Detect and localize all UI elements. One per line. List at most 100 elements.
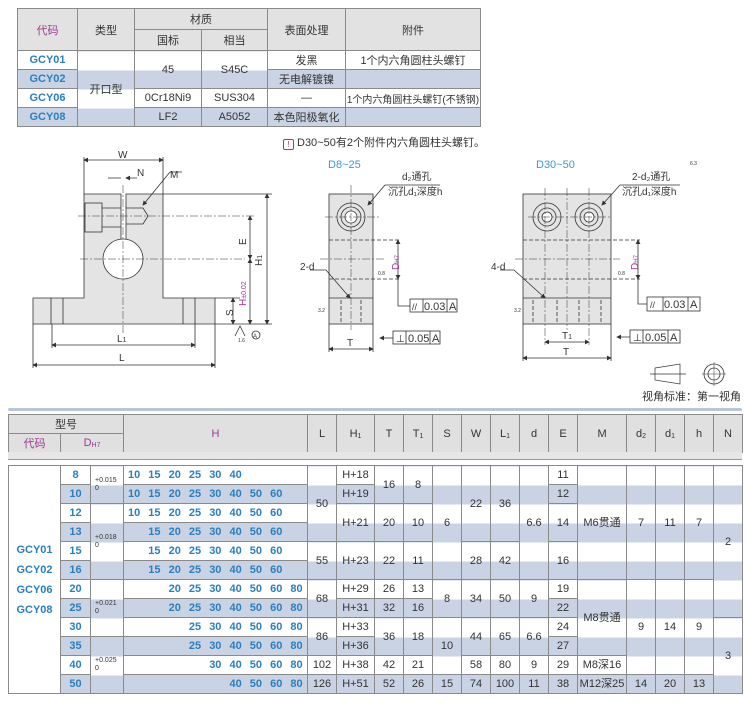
label-e: E <box>238 238 249 245</box>
t-cell: 36 <box>374 617 404 656</box>
h-value: 25 <box>188 507 202 519</box>
view-title-d8-25: D8~25 <box>328 159 361 171</box>
t-cell: 42 <box>374 655 404 675</box>
svg-text:T1: T1 <box>562 331 572 342</box>
label-h1: H <box>254 259 265 266</box>
table-row: GCY02 无电解镀镍 <box>17 69 481 89</box>
hole-label: d₂通孔 <box>402 171 431 183</box>
h-value: 60 <box>270 526 283 538</box>
h-values-cell: 20 25 30 40 50 60 80 <box>123 579 308 599</box>
t1-cell: 11 <box>403 541 433 580</box>
std-cell: 0Cr18Ni9 <box>134 88 202 108</box>
d-cell: 15 <box>60 541 91 561</box>
svg-text:⊥: ⊥ <box>633 333 642 344</box>
std-cell: LF2 <box>134 107 202 127</box>
table-row: GCY01 GCY02 GCY06 GCY08 8 +0.015 0 10 15 20 25 30 40… <box>8 465 743 694</box>
s-cell: 6 <box>432 465 462 580</box>
h-value: 20 <box>168 602 181 614</box>
h-cell: 7 <box>684 465 714 580</box>
h-value: 30 <box>209 526 222 538</box>
h-value: 80 <box>290 640 303 652</box>
table-row: 25 20 25 30 40 50 60 80 H+31 32 16 22 <box>9 598 743 618</box>
code-cell: GCY01 GCY02 GCY06 GCY08 <box>8 465 61 694</box>
header-label: T <box>385 427 393 440</box>
h-value: 40 <box>229 583 242 595</box>
h-value: 25 <box>188 488 202 500</box>
d2-cell: 14 <box>626 674 656 694</box>
d-cell: 25 <box>60 598 91 618</box>
header-col: d2 <box>626 414 657 453</box>
t1-cell: 26 <box>403 674 433 694</box>
table-row: 12 +0.018 0 10 15 20 25 30 40 50 60 H+21 20 10 14 <box>9 503 743 580</box>
table-row: 35 +0.025 0 25 30 40 50 60 80 H+36 27 <box>9 636 743 694</box>
h-value: 80 <box>290 602 303 614</box>
e-cell: 11 <box>548 465 578 485</box>
h-value: 15 <box>148 526 161 538</box>
l1-cell: 100 <box>490 674 520 694</box>
h-values-cell: 30 40 50 60 80 <box>123 655 308 675</box>
t1-cell: 18 <box>403 617 433 656</box>
surface-cell: 无电解镀镍 <box>267 69 346 89</box>
l1-cell: 50 <box>490 579 520 618</box>
label-t1-sub: 1 <box>568 334 572 341</box>
tolerance-value: +0.025 <box>95 657 117 664</box>
label-l1-sub: 1 <box>123 337 127 344</box>
t-cell: 20 <box>374 503 404 542</box>
header-col: S <box>432 414 463 453</box>
h-value: 40 <box>229 488 242 500</box>
counterbore-label: 沉孔d₁深度h <box>622 185 677 198</box>
header-label: S <box>443 427 451 440</box>
d-cell: 35 <box>60 636 91 656</box>
header-col: d <box>519 414 550 453</box>
code-label: GCY01 <box>16 543 53 556</box>
header-label: W <box>470 427 482 440</box>
header-label: L <box>500 427 507 440</box>
label-t1: T <box>562 331 568 342</box>
h-value: 60 <box>270 659 283 671</box>
h-value: 25 <box>188 469 202 481</box>
header-col: W <box>461 414 492 453</box>
datum-label: A <box>432 333 440 345</box>
e-cell: 38 <box>548 674 578 694</box>
h-value: 20 <box>168 583 181 595</box>
header-surface: 表面处理 <box>267 8 346 51</box>
d-cell: 9 <box>519 579 549 618</box>
header-label: L <box>318 427 326 440</box>
accessory-cell <box>345 69 481 89</box>
label-t: T <box>563 347 569 358</box>
m-cell: M12深25 <box>577 674 627 694</box>
type-cell: 开口型 <box>77 50 135 127</box>
header-col: H1 <box>336 414 376 453</box>
m-cell: M8深16 <box>577 655 627 675</box>
h-value: 60 <box>270 678 283 690</box>
label-n: N <box>137 168 144 179</box>
side-view-d30-50: D30~50 6.3 2-d₂通孔 沉孔d₁深度h 4-d DH7 0.8 3.… <box>491 159 741 403</box>
h-value: 10 <box>128 469 141 481</box>
view-title-d30-50: D30~50 <box>536 159 575 171</box>
h-value: 30 <box>209 640 222 652</box>
h-value: 30 <box>209 488 222 500</box>
header-model: 型号 <box>7 414 125 434</box>
m-cell: M8贯通 <box>577 579 627 656</box>
accessory-cell <box>345 107 481 127</box>
perpendicularity-value: 0.05 <box>408 333 429 345</box>
h-value: 25 <box>188 602 202 614</box>
datum-label: A <box>449 301 457 313</box>
svg-text://: // <box>650 300 656 310</box>
header-d-sub: H7 <box>91 442 101 449</box>
h-value: 15 <box>148 469 161 481</box>
s-cell: 10 <box>432 617 462 675</box>
h-values-cell: 40 50 60 80 <box>123 674 308 694</box>
h1-cell: H+19 <box>336 484 375 504</box>
h-value: 15 <box>148 488 161 500</box>
hole-label: 2-d₂通孔 <box>632 171 670 183</box>
h-value: 80 <box>290 583 303 595</box>
tolerance-cell: +0.021 0 <box>90 579 124 637</box>
label-dh7: D <box>391 263 402 270</box>
h-value: 30 <box>209 621 222 633</box>
h-value: 25 <box>188 545 202 557</box>
header-code: 代码 <box>17 8 78 51</box>
header-sub: 1 <box>671 432 676 440</box>
h-value: 15 <box>148 507 161 519</box>
h-value: 60 <box>270 583 283 595</box>
